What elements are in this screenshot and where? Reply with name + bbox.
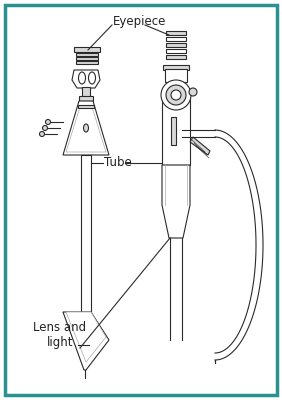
Text: Eyepiece: Eyepiece [113, 16, 166, 28]
Bar [78, 105, 94, 108]
Polygon shape [63, 101, 109, 155]
Circle shape [171, 90, 181, 100]
Text: Lens and
light: Lens and light [34, 321, 87, 349]
Bar [166, 37, 186, 41]
Bar [79, 96, 93, 101]
Bar [166, 49, 186, 53]
Polygon shape [63, 312, 109, 370]
Circle shape [45, 120, 50, 124]
Bar [76, 57, 98, 60]
Bar [166, 31, 186, 35]
Polygon shape [162, 165, 190, 238]
Polygon shape [66, 107, 106, 152]
Bar [76, 53, 98, 56]
Bar [166, 55, 186, 59]
Polygon shape [190, 137, 210, 155]
Circle shape [166, 85, 186, 105]
Bar [171, 117, 176, 145]
Polygon shape [66, 312, 106, 362]
Bar [82, 87, 90, 97]
Bar [74, 47, 100, 52]
Text: Tube: Tube [104, 156, 132, 170]
Bar [163, 65, 189, 70]
Bar [81, 155, 91, 312]
Bar [76, 61, 98, 64]
Bar [165, 69, 187, 82]
Circle shape [189, 88, 197, 96]
Bar [162, 97, 190, 165]
Ellipse shape [83, 124, 89, 132]
Circle shape [161, 80, 191, 110]
Circle shape [43, 126, 47, 130]
Bar [166, 43, 186, 47]
Circle shape [39, 132, 45, 136]
Polygon shape [72, 70, 100, 88]
